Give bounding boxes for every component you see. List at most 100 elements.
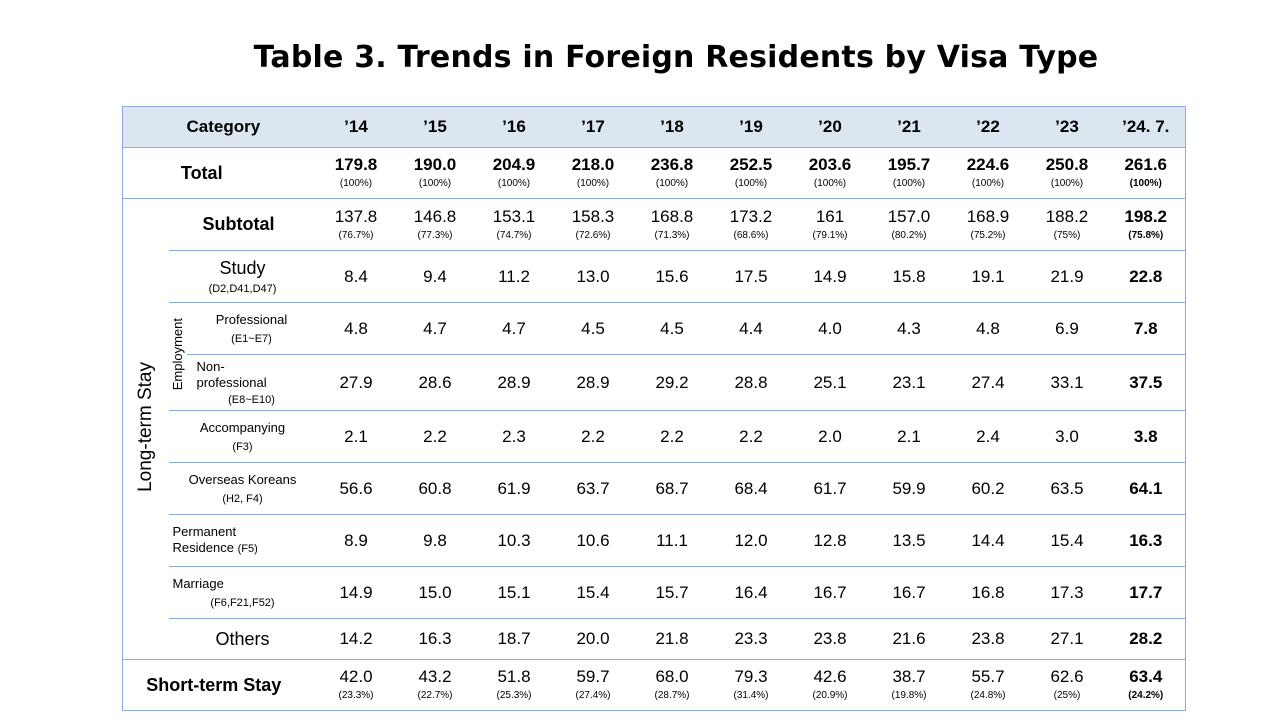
employment-label: Employment [170, 317, 185, 391]
value-number: 14.9 [813, 266, 847, 286]
value-number: 79.3 [734, 667, 768, 686]
value-cell: 28.9 [553, 354, 633, 411]
value-cell: 261.6 (100%) [1106, 147, 1186, 199]
value-cell: 7.8 [1106, 302, 1186, 355]
value-cell: 42.6 (20.9%) [790, 659, 870, 711]
value-cell: 12.0 [711, 514, 791, 567]
value-cell: 23.8 [790, 618, 870, 660]
row-label: professional [196, 374, 267, 390]
value-number: 250.8 [1045, 155, 1089, 174]
value-number: 4.4 [739, 318, 763, 338]
value-cell: 198.2 (75.8%) [1106, 198, 1186, 251]
value-number: 13.5 [892, 530, 926, 550]
value-cell: 15.4 [553, 566, 633, 619]
value-number: 10.6 [576, 530, 610, 550]
value-cell: 2.1 [869, 410, 949, 463]
value-number: 15.8 [892, 266, 926, 286]
value-percent: (100%) [892, 178, 926, 189]
table-row-permanent-residence: Permanent Residence (F5) 8.9 9.8 10.3 10.6 11.… [123, 514, 1186, 567]
value-percent: (100%) [576, 178, 610, 189]
value-cell: 203.6 (100%) [790, 147, 870, 199]
value-cell: 27.9 [316, 354, 396, 411]
header-year: ’16 [474, 106, 554, 148]
header-year: ’14 [316, 106, 396, 148]
value-number: 63.5 [1050, 478, 1084, 498]
value-number: 61.9 [497, 478, 531, 498]
value-number: 153.1 [492, 206, 536, 226]
value-cell: 218.0 (100%) [553, 147, 633, 199]
row-label: Residence [172, 540, 234, 555]
row-label-cell: Permanent Residence (F5) [168, 514, 317, 567]
value-cell: 11.2 [474, 250, 554, 303]
value-cell: 4.7 [474, 302, 554, 355]
value-cell: 2.2 [553, 410, 633, 463]
value-number: 23.8 [971, 629, 1005, 648]
value-cell: 28.9 [474, 354, 554, 411]
table-row-total: Total 179.8 (100%) 190.0 (100%) 204.9 (100%) 21… [122, 147, 1186, 199]
value-cell: 137.8 (76.7%) [316, 198, 396, 251]
value-percent: (100%) [497, 178, 531, 189]
value-cell: 188.2 (75%) [1027, 198, 1107, 251]
value-percent: (31.4%) [733, 690, 769, 701]
value-number: 15.1 [497, 582, 531, 602]
value-number: 4.7 [423, 318, 447, 338]
employment-group: Employment [168, 302, 187, 411]
value-number: 2.2 [739, 426, 763, 446]
value-number: 188.2 [1045, 206, 1089, 226]
value-cell: 20.0 [553, 618, 633, 660]
value-cell: 6.9 [1027, 302, 1107, 355]
value-cell: 14.9 [316, 566, 396, 619]
header-year: ’17 [553, 106, 633, 148]
value-cell: 8.4 [316, 250, 396, 303]
value-number: 179.8 [334, 155, 378, 174]
value-number: 9.4 [423, 266, 447, 286]
value-number: 63.4 [1129, 667, 1163, 686]
value-cell: 3.8 [1106, 410, 1186, 463]
value-percent: (100%) [813, 178, 847, 189]
value-cell: 68.4 [711, 462, 791, 515]
value-percent: (77.3%) [417, 229, 453, 241]
value-cell: 157.0 (80.2%) [869, 198, 949, 251]
value-cell: 43.2 (22.7%) [395, 659, 475, 711]
value-cell: 60.8 [395, 462, 475, 515]
row-label: Study [219, 257, 266, 278]
value-number: 2.1 [344, 426, 368, 446]
value-number: 7.8 [1133, 318, 1158, 338]
value-number: 224.6 [966, 155, 1010, 174]
value-cell: 179.8 (100%) [316, 147, 396, 199]
value-number: 8.4 [344, 266, 368, 286]
table-row-short-term: Short-term Stay 42.0 (23.3%) 43.2 (22.7%) 51.… [122, 659, 1186, 711]
value-cell: 14.2 [316, 618, 396, 660]
value-cell: 224.6 (100%) [948, 147, 1028, 199]
value-percent: (22.7%) [417, 690, 453, 701]
value-number: 4.0 [818, 318, 842, 338]
value-cell: 16.7 [869, 566, 949, 619]
value-number: 28.9 [497, 372, 531, 392]
value-cell: 13.0 [553, 250, 633, 303]
value-cell: 22.8 [1106, 250, 1186, 303]
row-label: Subtotal [168, 198, 317, 251]
value-percent: (100%) [1050, 178, 1084, 189]
value-percent: (20.9%) [812, 690, 848, 701]
value-number: 23.8 [813, 629, 847, 648]
value-cell: 63.7 [553, 462, 633, 515]
value-cell: 8.9 [316, 514, 396, 567]
value-cell: 68.7 [632, 462, 712, 515]
value-cell: 23.1 [869, 354, 949, 411]
visa-code: (F5) [237, 543, 258, 555]
header-year: ’20 [790, 106, 870, 148]
value-cell: 2.2 [395, 410, 475, 463]
value-cell: 9.8 [395, 514, 475, 567]
value-number: 15.4 [1050, 530, 1084, 550]
value-number: 195.7 [887, 155, 931, 174]
value-number: 16.8 [971, 582, 1005, 602]
value-cell: 2.1 [316, 410, 396, 463]
value-number: 261.6 [1124, 155, 1168, 174]
value-percent: (71.3%) [654, 229, 690, 241]
header-row: Category ’14’15’16’17’18’19’20’21’22’23’2… [122, 106, 1186, 148]
value-percent: (76.7%) [338, 229, 374, 241]
value-cell: 11.1 [632, 514, 712, 567]
value-number: 51.8 [497, 667, 531, 686]
value-number: 64.1 [1129, 478, 1163, 498]
value-percent: (27.4%) [575, 690, 611, 701]
